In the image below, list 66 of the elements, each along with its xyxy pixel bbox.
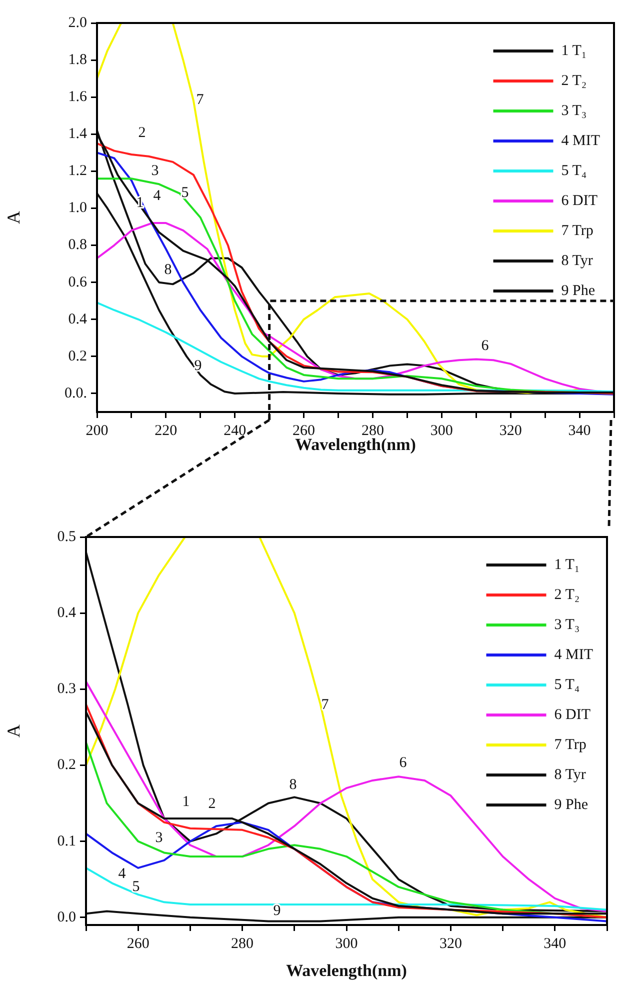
annotation: 6	[399, 754, 408, 771]
y-tick-label: 0.8	[68, 237, 87, 254]
legend-label: 9 Phe	[554, 796, 588, 813]
y-tick-label: 0.2	[57, 757, 76, 774]
legend-label: 6 DIT	[561, 192, 598, 209]
legend-label: 3 T₃	[554, 616, 580, 633]
x-tick-label: 300	[335, 936, 358, 952]
annotation: 3	[155, 830, 163, 846]
legend-label: 3 T₃	[561, 102, 587, 119]
x-axis-title: Wavelength(nm)	[286, 961, 407, 980]
annotation: 5	[181, 184, 189, 201]
x-tick-label: 220	[154, 422, 178, 439]
annotation: 9	[194, 358, 202, 374]
legend-label: 9 Phe	[561, 282, 596, 299]
annotation: 4	[153, 188, 162, 204]
legend-label: 2 T₂	[561, 72, 587, 89]
annotation: 9	[273, 902, 281, 919]
x-tick-label: 320	[499, 422, 522, 439]
y-tick-label: 0.6	[68, 274, 88, 290]
legend-label: 1 T₁	[561, 42, 587, 59]
legend-label: 4 MIT	[561, 132, 600, 149]
annotation: 8	[164, 262, 172, 278]
annotation: 1	[182, 794, 190, 810]
y-tick-label: 0.2	[68, 348, 87, 364]
y-tick-label: 0.3	[57, 681, 76, 698]
annotation: 6	[481, 338, 490, 354]
y-tick-label: 0.4	[57, 605, 76, 622]
legend-label: 5 T₄	[561, 162, 587, 179]
y-tick-label: 0.0.	[64, 385, 87, 402]
y-tick-label: 0.4	[68, 311, 88, 328]
annotation: 7	[321, 696, 330, 713]
annotation: 8	[289, 776, 297, 793]
y-axis-title: A	[4, 724, 24, 738]
x-tick-label: 260	[126, 936, 150, 952]
y-tick-label: 0.1	[57, 833, 76, 850]
x-tick-label: 340	[568, 422, 591, 439]
x-tick-label: 240	[224, 422, 246, 439]
annotation: 2	[208, 796, 216, 812]
y-tick-label: 2.0	[68, 14, 87, 31]
legend-label: 1 T₁	[554, 556, 580, 573]
x-tick-label: 280	[231, 936, 254, 952]
legend-label: 4 MIT	[554, 646, 594, 663]
x-tick-label: 320	[439, 936, 462, 952]
annotation: 2	[138, 124, 146, 141]
annotation: 5	[132, 878, 140, 895]
y-tick-label: 1.0	[68, 200, 87, 216]
y-tick-label: 0.5	[57, 528, 76, 545]
y-tick-label: 1.2	[68, 163, 87, 180]
legend-label: 2 T₂	[554, 586, 580, 603]
x-tick-label: 200	[86, 422, 108, 439]
legend-label: 7 Trp	[561, 222, 594, 239]
y-tick-label: 1.4	[68, 126, 88, 142]
legend-label: 5 T₄	[554, 676, 580, 693]
annotation: 7	[196, 92, 204, 108]
y-axis-title: A	[4, 211, 24, 224]
legend-label: 8 Tyr	[561, 252, 593, 269]
y-tick-label: 1.8	[68, 52, 87, 68]
x-tick-label: 340	[544, 936, 566, 952]
legend-label: 8 Tyr	[554, 766, 586, 783]
annotation: 3	[151, 162, 159, 179]
legend-label: 7 Trp	[554, 736, 586, 753]
annotation: 4	[118, 866, 126, 882]
legend-label: 6 DIT	[554, 706, 591, 723]
y-tick-label: 0.0	[57, 909, 76, 926]
y-tick-label: 1.6	[68, 89, 88, 106]
x-tick-label: 300	[430, 422, 453, 439]
